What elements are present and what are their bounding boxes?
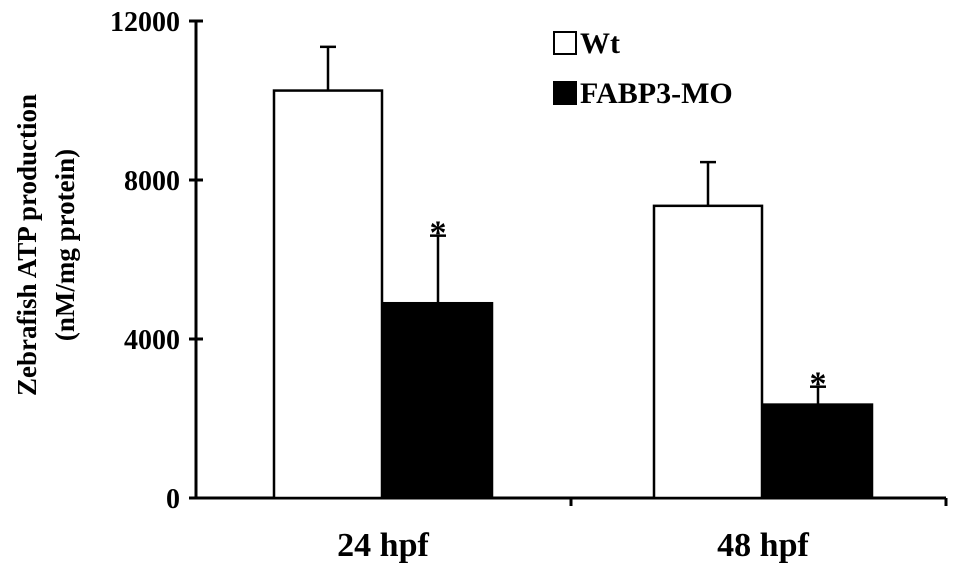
bar-fabp3-mo <box>762 403 874 500</box>
x-tick-label: 24 hpf <box>337 527 429 564</box>
y-axis-label-line-2: (nM/mg protein) <box>50 149 80 341</box>
bars: ** <box>272 45 874 500</box>
legend: Wt FABP3-MO <box>553 27 733 110</box>
significance-mark: * <box>810 366 827 403</box>
legend-swatch <box>553 81 577 105</box>
y-tick-label: 12000 <box>110 7 180 38</box>
bar-wt <box>652 204 764 500</box>
legend-label: FABP3-MO <box>580 77 733 110</box>
y-tick-label: 0 <box>166 484 180 515</box>
y-tick-label: 4000 <box>124 325 180 356</box>
y-axis-label: Zebrafish ATP production (nM/mg protein) <box>12 94 80 396</box>
legend-swatch <box>553 31 577 55</box>
bar-fabp3-mo <box>382 301 494 500</box>
y-axis-label-line-1: Zebrafish ATP production <box>12 94 42 396</box>
y-tick-label: 8000 <box>124 166 180 197</box>
significance-mark: * <box>430 215 447 252</box>
legend-label: Wt <box>580 27 620 60</box>
bar-wt <box>272 89 384 500</box>
x-tick-label: 48 hpf <box>717 527 809 564</box>
